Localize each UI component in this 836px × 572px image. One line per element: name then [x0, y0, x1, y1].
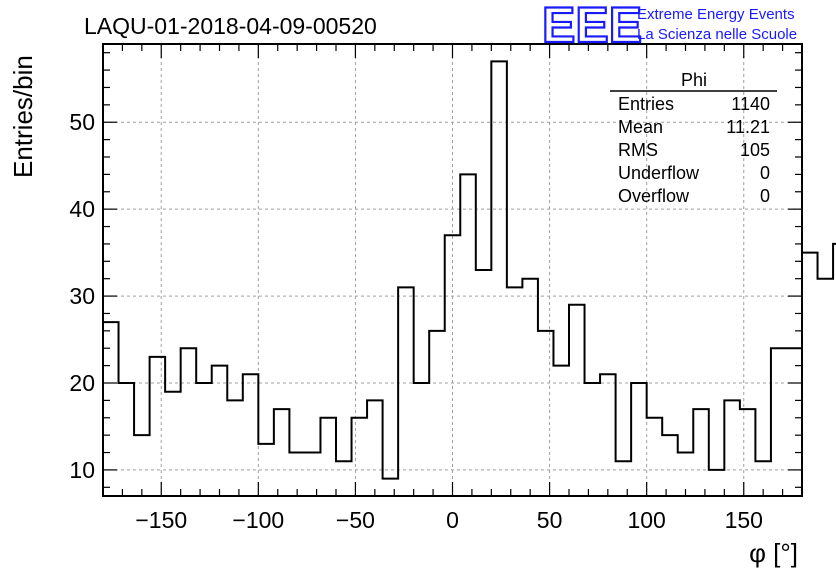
stats-value: 1140 — [731, 94, 770, 114]
stats-value: 0 — [760, 186, 770, 206]
y-tick-label: 10 — [69, 457, 95, 483]
x-tick-label: −150 — [135, 507, 187, 533]
logo-line-2: La Scienza nelle Scuole — [637, 26, 797, 43]
plot-frame — [102, 43, 803, 497]
x-axis-title: φ [°] — [749, 538, 798, 568]
stats-label: Underflow — [618, 163, 700, 183]
x-tick-labels: −150 −100 −50 0 50 100 150 — [135, 507, 763, 533]
axis-ticks — [102, 44, 803, 496]
x-tick-label: 0 — [446, 507, 459, 533]
x-tick-label: 150 — [725, 507, 763, 533]
y-axis-title: Entries/bin — [8, 55, 38, 178]
stats-value: 0 — [760, 163, 770, 183]
stats-rows: Entries 1140 Mean 11.21 RMS 105 Underflow 0 Over… — [618, 94, 770, 206]
stats-value: 11.21 — [726, 117, 770, 137]
y-tick-label: 20 — [69, 370, 95, 396]
stats-label: Overflow — [618, 186, 690, 206]
stats-value: 105 — [740, 140, 770, 160]
eee-logo: EEE Extreme Energy Events La Scienza nel… — [541, 0, 797, 54]
x-tick-label: 50 — [537, 507, 563, 533]
x-tick-label: −100 — [232, 507, 284, 533]
logo-line-1: Extreme Energy Events — [637, 6, 795, 23]
grid-lines — [103, 44, 802, 496]
stats-label: Entries — [618, 94, 674, 114]
x-tick-label: −50 — [336, 507, 375, 533]
stats-label: RMS — [618, 140, 658, 160]
y-tick-label: 50 — [69, 109, 95, 135]
eee-logo-mark: EEE — [542, 0, 642, 53]
y-tick-label: 40 — [69, 196, 95, 222]
stats-label: Mean — [618, 117, 663, 137]
x-tick-label: 100 — [627, 507, 665, 533]
stats-title: Phi — [681, 70, 707, 90]
y-tick-labels: 10 20 30 40 50 — [69, 109, 95, 483]
histogram-series-line — [103, 60, 836, 480]
stats-box: Phi Entries 1140 Mean 11.21 RMS 105 Underflow 0… — [610, 70, 777, 206]
chart-title: LAQU-01-2018-04-09-00520 — [84, 13, 377, 39]
y-tick-label: 30 — [69, 283, 95, 309]
